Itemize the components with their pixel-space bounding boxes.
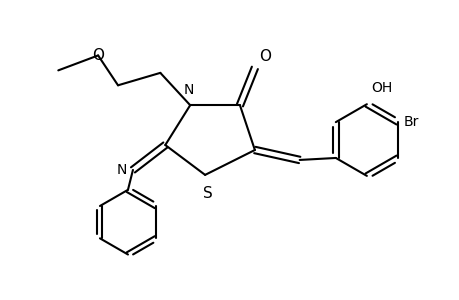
Text: O: O	[92, 48, 104, 63]
Text: O: O	[258, 49, 270, 64]
Text: N: N	[116, 163, 127, 177]
Text: S: S	[202, 186, 212, 201]
Text: N: N	[184, 83, 194, 97]
Text: OH: OH	[370, 81, 391, 95]
Text: Br: Br	[403, 115, 418, 129]
